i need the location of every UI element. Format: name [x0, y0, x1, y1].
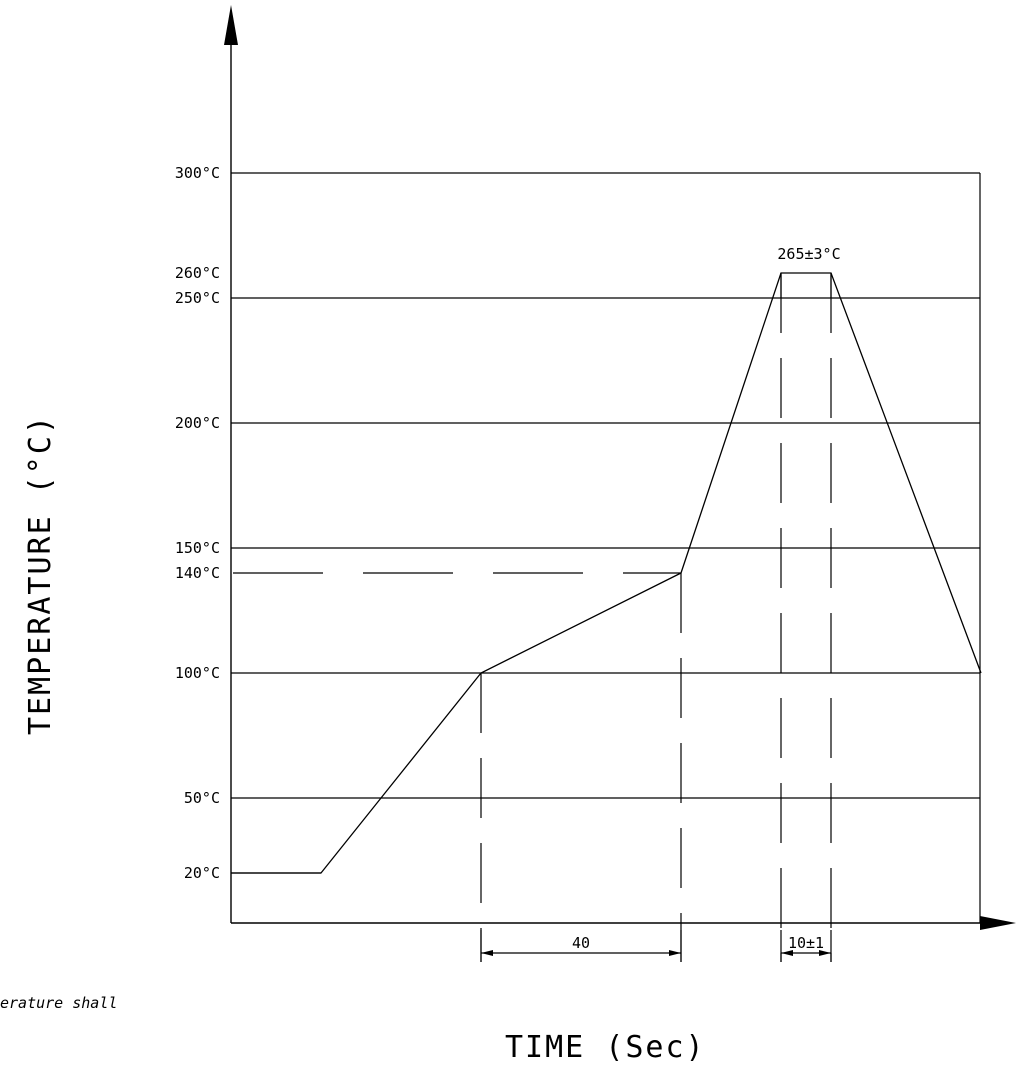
y-tick-label-20: 20°C — [184, 864, 220, 882]
dimension-arrow-right-0 — [669, 950, 681, 956]
y-tick-label-100: 100°C — [175, 664, 220, 682]
y-tick-label-140: 140°C — [175, 564, 220, 582]
note-text-fragment: erature shall — [0, 994, 117, 1012]
dimension-annotations: 40 10±1 — [480, 930, 832, 962]
y-tick-label-300: 300°C — [175, 164, 220, 182]
y-tick-labels: 20°C 50°C 100°C 140°C 150°C 200°C 250°C 260°C 30… — [175, 164, 220, 882]
x-axis-title: TIME (Sec) — [505, 1030, 706, 1065]
y-tick-label-260: 260°C — [175, 264, 220, 282]
y-tick-label-250: 250°C — [175, 289, 220, 307]
profile-line — [231, 272, 982, 874]
dimension-arrow-left-1 — [781, 950, 793, 956]
gridlines — [231, 172, 981, 923]
y-tick-label-150: 150°C — [175, 539, 220, 557]
y-tick-label-50: 50°C — [184, 789, 220, 807]
dimension-arrow-left-0 — [481, 950, 493, 956]
y-axis-title: TEMPERATURE (°C) — [23, 414, 58, 735]
dimension-arrow-right-1 — [819, 950, 831, 956]
y-axis-arrow — [224, 5, 238, 45]
reference-lines — [231, 273, 832, 962]
series-temperature-profile — [230, 272, 982, 874]
dimension-label-1: 10±1 — [788, 934, 824, 952]
x-axis-arrow — [980, 916, 1016, 930]
dimension-label-0: 40 — [572, 934, 590, 952]
y-tick-label-200: 200°C — [175, 414, 220, 432]
axes — [224, 5, 1016, 930]
peak-temperature-label: 265±3°C — [777, 245, 840, 263]
